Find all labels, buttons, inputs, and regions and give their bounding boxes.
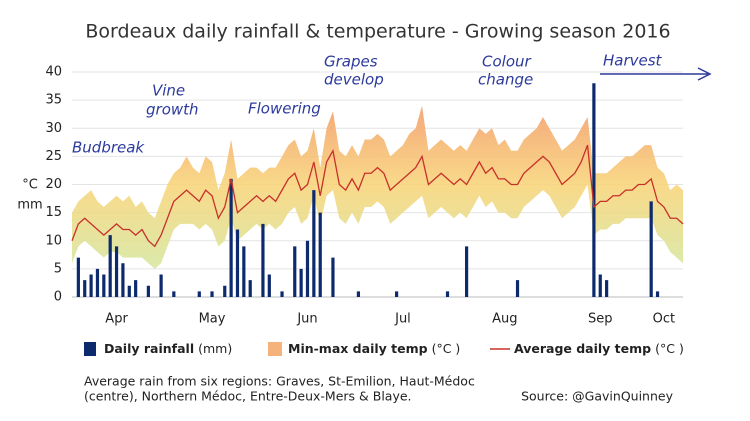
legend-unit: (°C ) <box>655 341 684 356</box>
rain-bar <box>312 190 316 297</box>
annotation: change <box>478 71 533 89</box>
annotation: Budbreak <box>72 139 145 157</box>
rain-bar <box>515 280 520 297</box>
legend-name: Average daily temp <box>514 341 651 356</box>
rain-bar <box>223 285 227 297</box>
y-tick-label: 30 <box>45 121 62 136</box>
legend-swatch <box>84 342 96 356</box>
rain-bar <box>108 235 112 297</box>
harvest-arrow <box>600 67 712 81</box>
legend-entry: Average daily temp (°C ) <box>514 341 684 356</box>
rain-bar <box>235 229 240 297</box>
source: Source: @GavinQuinney <box>521 389 674 404</box>
rain-bar <box>121 263 125 297</box>
rain-bar <box>172 291 176 297</box>
rain-bar <box>394 291 399 297</box>
rain-bar <box>210 291 214 297</box>
rain-bar <box>280 291 284 297</box>
rain-bar <box>95 268 100 297</box>
legend-name: Min-max daily temp <box>288 341 428 356</box>
rain-bar <box>267 274 271 297</box>
annotation: growth <box>146 101 199 119</box>
rain-bar <box>598 274 602 297</box>
rain-bar <box>655 291 660 297</box>
temp-band <box>72 105 683 269</box>
rain-bar <box>356 291 361 297</box>
rain-bar <box>318 212 322 297</box>
y-tick-label: 15 <box>45 205 62 220</box>
rain-bar <box>592 83 596 297</box>
rain-bar <box>159 274 163 297</box>
y-tick-label: 5 <box>54 261 62 276</box>
x-tick-label: Aug <box>492 312 517 327</box>
legend-unit: (°C ) <box>432 341 461 356</box>
rain-bar <box>229 178 233 297</box>
rain-bar <box>89 274 93 297</box>
plot: 0 5 10 15 20 25 30 35 40 Apr May Jun Jul Aug Sep Oct Dai… <box>45 65 684 356</box>
annotation: Vine <box>152 82 185 100</box>
y-tick-label: 10 <box>45 233 62 248</box>
annotation: Grapes <box>324 53 378 71</box>
note: (centre), Northern Médoc, Entre-Deux-Mer… <box>84 389 412 404</box>
rain-bar <box>605 280 609 297</box>
rain-bar <box>305 240 310 297</box>
note: Average rain from six regions: Graves, S… <box>84 374 475 389</box>
rain-bar <box>197 291 201 297</box>
y-tick-label: 25 <box>45 149 62 164</box>
annotation: Colour <box>482 53 532 71</box>
legend-entry: Min-max daily temp (°C ) <box>288 341 460 356</box>
y-tick-label: 0 <box>54 290 62 305</box>
x-tick-label: May <box>199 312 226 327</box>
x-tick-label: Sep <box>588 312 613 327</box>
rain-bar <box>134 280 138 297</box>
legend-entry: Daily rainfall (mm) <box>104 341 232 356</box>
rain-bar <box>248 280 252 297</box>
rain-bar <box>293 246 297 297</box>
x-tick-label: Jun <box>296 312 317 327</box>
x-tick-label: Jul <box>394 312 411 327</box>
avg-temp-line <box>71 144 684 248</box>
y-tick-label: 35 <box>45 93 62 108</box>
legend-name: Daily rainfall <box>104 341 194 356</box>
rain-bar <box>114 246 119 297</box>
y-unit: mm <box>17 198 42 213</box>
rain-bar <box>146 285 150 297</box>
legend-swatch <box>268 342 282 356</box>
rain-bar <box>83 280 87 297</box>
legend-unit: (mm) <box>198 341 232 356</box>
y-unit: °C <box>22 178 38 193</box>
rain-bar <box>445 291 450 297</box>
y-tick-label: 20 <box>45 177 62 192</box>
y-tick-label: 40 <box>45 65 62 80</box>
rain-bar <box>127 285 131 297</box>
rain-bar <box>261 223 265 297</box>
annotation: develop <box>324 71 384 89</box>
rain-bar <box>331 257 335 297</box>
x-tick-label: Apr <box>105 312 128 327</box>
rain-bar <box>649 201 653 297</box>
rain-bar <box>465 246 469 297</box>
rain-bar <box>102 274 106 297</box>
chart-title: Bordeaux daily rainfall & temperature - … <box>85 21 670 43</box>
annotation: Flowering <box>248 100 321 118</box>
rain-bar <box>299 268 303 297</box>
rain-bar <box>242 246 246 297</box>
annotation: Harvest <box>603 52 663 70</box>
x-tick-label: Oct <box>653 312 675 327</box>
rain-bar <box>76 257 80 297</box>
